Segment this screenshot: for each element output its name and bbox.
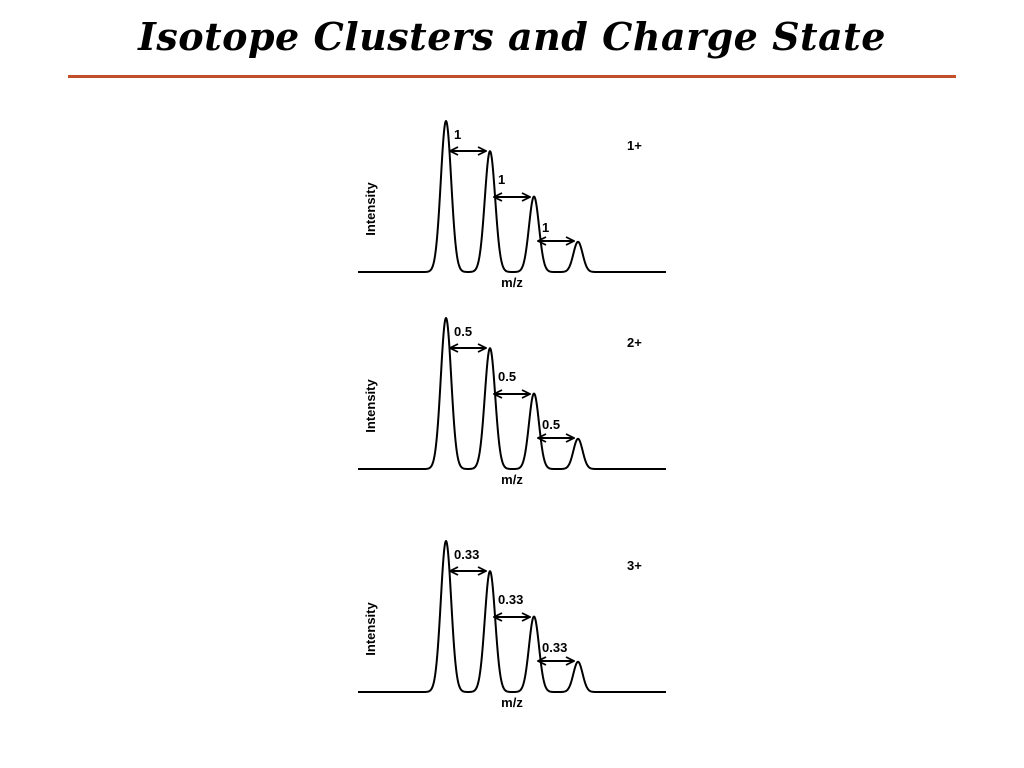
peak-spacing-label: 1	[542, 220, 549, 235]
spectrum-trace	[357, 317, 667, 470]
peak-spacing-label: 0.5	[454, 324, 472, 339]
spectrum-panel-3: 0.33 0.33 0.33 3+ Intensity m/z	[357, 540, 667, 710]
x-axis-label: m/z	[501, 695, 523, 710]
x-axis-label: m/z	[501, 472, 523, 487]
spectrum-panel-1: 1 1 1 1+ Intensity m/z	[357, 120, 667, 290]
peak-spacing-label: 0.33	[498, 592, 523, 607]
charge-state-label: 1+	[627, 138, 642, 153]
x-axis-label: m/z	[501, 275, 523, 290]
peak-spacing-label: 1	[454, 127, 461, 142]
spectrum-trace	[357, 540, 667, 693]
peak-spacing-label: 0.5	[498, 369, 516, 384]
charge-state-label: 3+	[627, 558, 642, 573]
y-axis-label: Intensity	[363, 379, 378, 433]
y-axis-label: Intensity	[363, 602, 378, 656]
slide-title: Isotope Clusters and Charge State	[138, 14, 886, 59]
spectrum-panel-2: 0.5 0.5 0.5 2+ Intensity m/z	[357, 317, 667, 487]
peak-spacing-label: 1	[498, 172, 505, 187]
peak-spacing-label: 0.33	[454, 547, 479, 562]
spectrum-trace	[357, 120, 667, 273]
spectrum-panels: 1 1 1 1+ Intensity m/z 0.5 0.5 0.5 2+ Intensity m/z…	[357, 120, 667, 710]
peak-spacing-label: 0.33	[542, 640, 567, 655]
peak-spacing-label: 0.5	[542, 417, 560, 432]
charge-state-label: 2+	[627, 335, 642, 350]
title-divider	[68, 75, 956, 78]
y-axis-label: Intensity	[363, 182, 378, 236]
